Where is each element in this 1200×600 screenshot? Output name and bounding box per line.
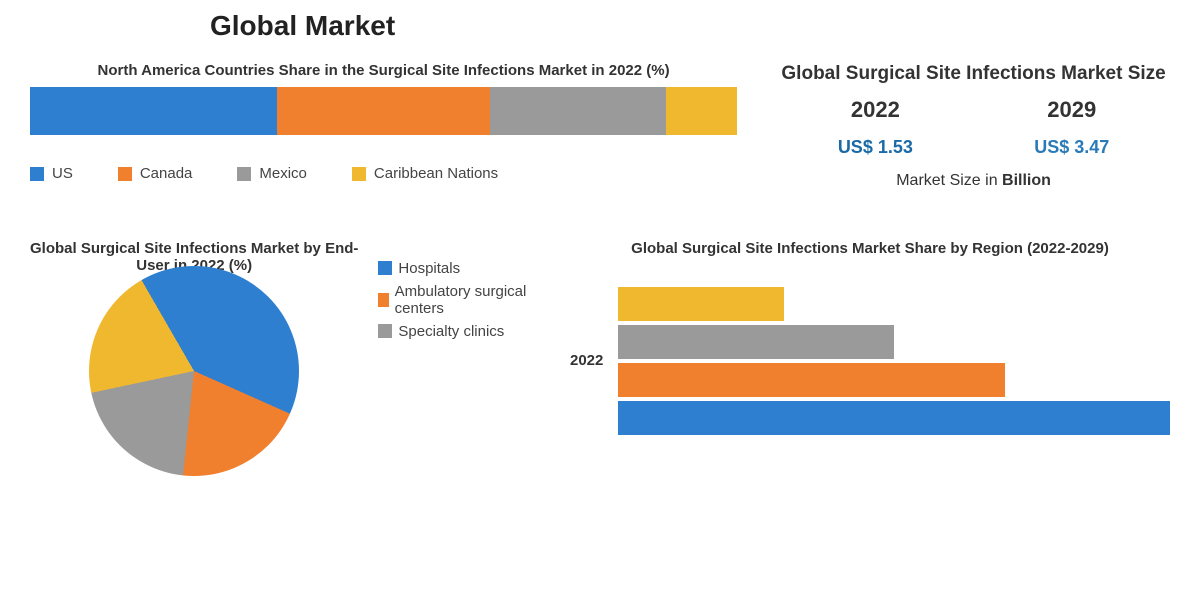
hbar-ylabel: 2022 xyxy=(570,352,603,369)
market-size-values: US$ 1.53 US$ 3.47 xyxy=(777,137,1170,158)
legend-item: Ambulatory surgical centers xyxy=(378,283,530,317)
top-row: North America Countries Share in the Sur… xyxy=(30,62,1170,190)
hbar-section: Global Surgical Site Infections Market S… xyxy=(570,240,1170,476)
market-size-section: Global Surgical Site Infections Market S… xyxy=(777,62,1170,190)
stacked-bar xyxy=(30,87,737,135)
hbar xyxy=(618,363,1004,397)
hbar-title: Global Surgical Site Infections Market S… xyxy=(570,240,1170,257)
pie-section: Global Surgical Site Infections Market b… xyxy=(30,240,530,476)
legend-label: Ambulatory surgical centers xyxy=(395,283,530,317)
bar-segment xyxy=(277,87,489,135)
legend-item: Specialty clinics xyxy=(378,323,530,340)
stacked-bar-title: North America Countries Share in the Sur… xyxy=(30,62,737,79)
legend-swatch xyxy=(378,293,388,307)
legend-item: Mexico xyxy=(237,165,307,182)
bar-segment xyxy=(30,87,277,135)
legend-item: Canada xyxy=(118,165,193,182)
market-size-footer-bold: Billion xyxy=(1002,172,1051,189)
hbar-chart: 2022 xyxy=(570,287,1170,435)
market-size-year-b: 2029 xyxy=(1047,97,1096,123)
legend-label: US xyxy=(52,165,73,182)
legend-swatch xyxy=(237,167,251,181)
market-size-footer: Market Size in Billion xyxy=(777,172,1170,190)
market-size-value-b: US$ 3.47 xyxy=(1034,137,1109,158)
hbar-bars xyxy=(618,287,1170,435)
main-title: Global Market xyxy=(210,10,1170,42)
market-size-value-a: US$ 1.53 xyxy=(838,137,913,158)
stacked-bar-section: North America Countries Share in the Sur… xyxy=(30,62,737,190)
market-size-footer-prefix: Market Size in xyxy=(896,172,1002,189)
market-size-year-a: 2022 xyxy=(851,97,900,123)
hbar xyxy=(618,401,1170,435)
hbar xyxy=(618,325,894,359)
legend-label: Specialty clinics xyxy=(398,323,504,340)
legend-item: Caribbean Nations xyxy=(352,165,498,182)
legend-label: Caribbean Nations xyxy=(374,165,498,182)
bar-segment xyxy=(490,87,667,135)
legend-swatch xyxy=(378,261,392,275)
legend-swatch xyxy=(30,167,44,181)
legend-swatch xyxy=(378,324,392,338)
market-size-title: Global Surgical Site Infections Market S… xyxy=(777,62,1170,87)
legend-label: Canada xyxy=(140,165,193,182)
pie-chart xyxy=(89,266,299,476)
legend-label: Hospitals xyxy=(398,260,460,277)
pie-legend: Hospitals Ambulatory surgical centers Spec… xyxy=(378,260,530,346)
legend-label: Mexico xyxy=(259,165,307,182)
hbar xyxy=(618,287,783,321)
bottom-row: Global Surgical Site Infections Market b… xyxy=(30,240,1170,476)
bar-segment xyxy=(666,87,737,135)
legend-item: US xyxy=(30,165,73,182)
stacked-bar-legend: US Canada Mexico Caribbean Nations xyxy=(30,165,737,182)
legend-swatch xyxy=(118,167,132,181)
legend-swatch xyxy=(352,167,366,181)
market-size-years: 2022 2029 xyxy=(777,97,1170,123)
legend-item: Hospitals xyxy=(378,260,530,277)
